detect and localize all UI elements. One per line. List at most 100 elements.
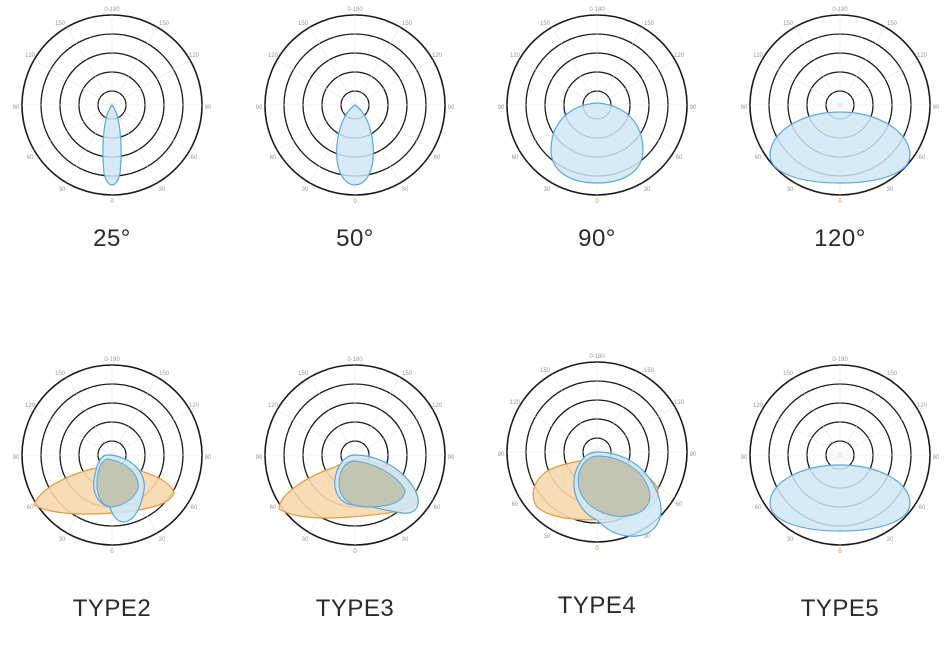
polar-tick-label: 30 <box>302 187 309 193</box>
polar-spoke <box>66 104 113 184</box>
polar-plot-type5: 0-180 150 150 120 120 90 90 60 60 30 30 0 <box>741 357 940 555</box>
polar-tick-label: 0 <box>110 549 114 555</box>
polar-tick-label: 150 <box>540 368 551 374</box>
polar-plot-type3: 0-180 150 150 120 120 90 90 60 60 30 30 0 <box>256 357 455 555</box>
polar-tick-label: 0-180 <box>832 357 848 363</box>
beam-pattern <box>550 102 644 184</box>
polar-tick-label: 120 <box>917 403 928 409</box>
polar-tick-label: 30 <box>787 187 794 193</box>
polar-spoke <box>354 409 434 456</box>
polar-tick-label: 120 <box>917 53 928 59</box>
beam-lobe <box>550 102 644 184</box>
polar-spoke <box>518 406 598 453</box>
polar-tick-label: 120 <box>753 403 764 409</box>
beam-pattern <box>33 454 175 523</box>
polar-tick-label: 120 <box>510 400 521 406</box>
beam-lobe <box>769 111 911 184</box>
polar-tick-label: 120 <box>25 403 36 409</box>
polar-tick-label: 30 <box>887 187 894 193</box>
beam-label-50: 50° <box>336 225 374 252</box>
polar-tick-label: 120 <box>268 53 279 59</box>
beam-label-type5: TYPE5 <box>800 595 880 622</box>
beam-lobe-overlap <box>338 460 406 508</box>
polar-tick-label: 0 <box>353 199 357 205</box>
diagram-type4: 0-180 150 150 120 120 90 90 60 60 30 30 0 TYPE4 <box>497 352 697 642</box>
polar-tick-label: 150 <box>55 371 66 377</box>
polar-tick-label: 0-180 <box>589 7 605 13</box>
polar-tick-label: 60 <box>919 155 926 161</box>
beam-lobe <box>336 104 374 186</box>
polar-tick-label: 120 <box>674 400 685 406</box>
polar-spoke <box>354 26 401 106</box>
diagram-90: 0-180 150 150 120 120 90 90 60 60 30 30 0 90° <box>497 5 697 295</box>
polar-spoke <box>33 59 113 106</box>
diagram-25: 0-180 150 150 120 120 90 90 60 60 30 30 0 25° <box>12 5 212 295</box>
polar-spoke <box>309 26 356 106</box>
polar-spoke <box>551 373 598 453</box>
polar-tick-label: 30 <box>159 187 166 193</box>
polar-plot-90: 0-180 150 150 120 120 90 90 60 60 30 30 0 <box>498 7 697 205</box>
polar-tick-label: 120 <box>753 53 764 59</box>
polar-tick-label: 30 <box>402 187 409 193</box>
polar-tick-label: 150 <box>644 21 655 27</box>
polar-tick-label: 30 <box>887 537 894 543</box>
beam-pattern <box>532 451 662 537</box>
polar-spoke <box>66 376 113 456</box>
polar-tick-label: 60 <box>27 505 34 511</box>
polar-spoke <box>596 59 676 106</box>
polar-tick-label: 30 <box>644 534 651 540</box>
polar-spoke <box>111 104 191 151</box>
beam-label-type4: TYPE4 <box>557 592 637 619</box>
polar-tick-label: 90 <box>741 455 748 461</box>
polar-tick-label: 30 <box>59 537 66 543</box>
polar-tick-label: 0-180 <box>347 7 363 13</box>
polar-tick-label: 60 <box>676 155 683 161</box>
polar-spoke <box>839 376 886 456</box>
beam-label-type3: TYPE3 <box>315 595 395 622</box>
polar-tick-label: 120 <box>25 53 36 59</box>
polar-tick-label: 150 <box>887 371 898 377</box>
polar-tick-label: 90 <box>256 105 263 111</box>
polar-spoke <box>111 104 158 184</box>
polar-tick-label: 150 <box>55 21 66 27</box>
polar-tick-label: 150 <box>298 21 309 27</box>
polar-tick-label: 90 <box>933 105 940 111</box>
beam-pattern <box>102 104 122 186</box>
beam-label-type2: TYPE2 <box>72 595 152 622</box>
polar-tick-label: 30 <box>544 187 551 193</box>
polar-tick-label: 60 <box>191 155 198 161</box>
polar-spoke <box>354 376 401 456</box>
diagram-type2: 0-180 150 150 120 120 90 90 60 60 30 30 0 TYPE2 <box>12 355 212 645</box>
polar-spoke <box>276 59 356 106</box>
polar-tick-label: 60 <box>676 502 683 508</box>
polar-tick-label: 90 <box>690 105 697 111</box>
polar-tick-label: 30 <box>159 537 166 543</box>
polar-spoke <box>518 59 598 106</box>
polar-tick-label: 150 <box>887 21 898 27</box>
polar-plot-25: 0-180 150 150 120 120 90 90 60 60 30 30 0 <box>13 7 212 205</box>
polar-tick-label: 90 <box>498 452 505 458</box>
polar-tick-label: 0-180 <box>832 7 848 13</box>
polar-tick-label: 30 <box>402 537 409 543</box>
polar-tick-label: 120 <box>432 403 443 409</box>
polar-tick-label: 60 <box>270 505 277 511</box>
polar-tick-label: 30 <box>544 534 551 540</box>
polar-tick-label: 60 <box>27 155 34 161</box>
beam-label-120: 120° <box>814 225 866 252</box>
polar-tick-label: 60 <box>270 155 277 161</box>
diagram-120: 0-180 150 150 120 120 90 90 60 60 30 30 0 120° <box>740 5 940 295</box>
polar-tick-label: 60 <box>434 155 441 161</box>
polar-spoke <box>354 59 434 106</box>
polar-tick-label: 90 <box>448 105 455 111</box>
polar-spoke <box>596 373 643 453</box>
diagram-type5: 0-180 150 150 120 120 90 90 60 60 30 30 0 TYPE5 <box>740 355 940 645</box>
polar-tick-label: 0-180 <box>347 357 363 363</box>
polar-tick-label: 120 <box>674 53 685 59</box>
polar-tick-label: 150 <box>159 21 170 27</box>
polar-tick-label: 120 <box>432 53 443 59</box>
polar-tick-label: 90 <box>13 105 20 111</box>
polar-spoke <box>66 26 113 106</box>
polar-spoke <box>596 406 676 453</box>
beam-lobe-overlap <box>96 458 139 508</box>
polar-tick-label: 90 <box>933 455 940 461</box>
